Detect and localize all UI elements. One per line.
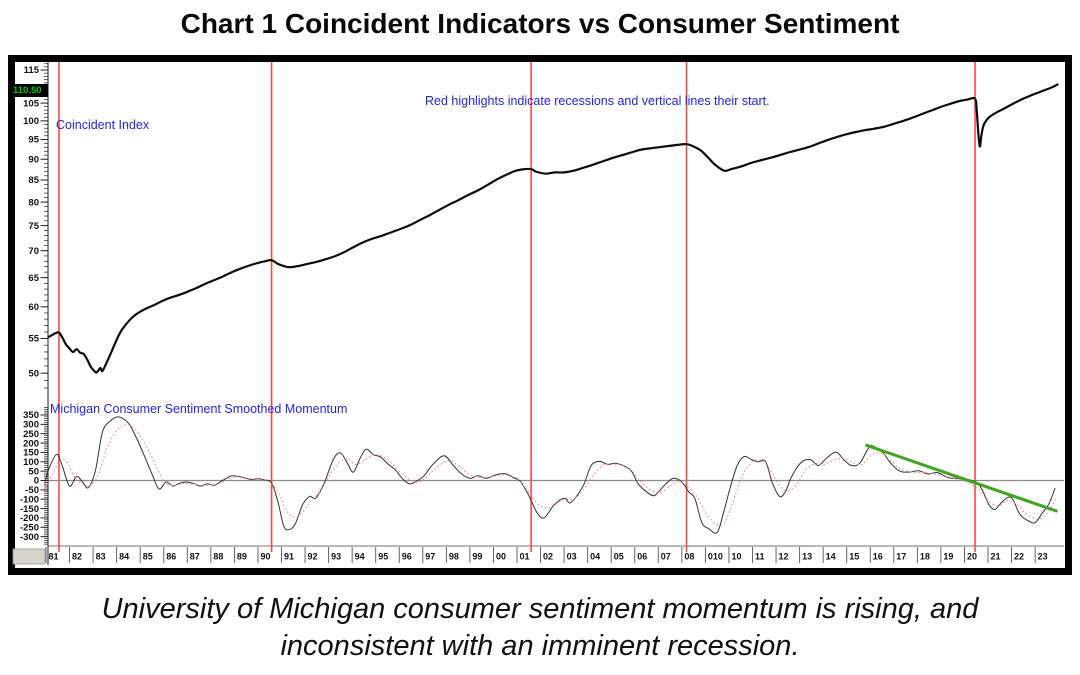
y-tick-label: 115: [24, 65, 40, 76]
y-tick-label: -50: [25, 485, 39, 496]
y-tick-label: 0: [34, 476, 39, 487]
y-tick-label: 250: [23, 429, 39, 440]
x-tick-label: 16: [873, 552, 883, 562]
y-tick-label: 80: [28, 197, 39, 208]
x-tick-label: 05: [614, 552, 624, 562]
x-tick-label: 99: [472, 552, 482, 562]
x-tick-label: 96: [402, 552, 412, 562]
annotation-momentum-label: Michigan Consumer Sentiment Smoothed Mom…: [50, 402, 348, 416]
y-tick-label: 60: [28, 302, 39, 313]
x-tick-label: 85: [143, 552, 153, 562]
y-tick-label: -200: [20, 513, 39, 524]
y-tick-label: 90: [28, 154, 39, 165]
x-tick-label: 86: [166, 552, 176, 562]
x-tick-label: 13: [802, 552, 812, 562]
y-tick-label: -250: [20, 522, 39, 533]
caption-line-2: inconsistent with an imminent recession.: [280, 630, 800, 662]
coincident-index-segment: [100, 83, 1059, 373]
x-tick-label: 07: [661, 552, 671, 562]
y-tick-label: 105: [23, 98, 40, 109]
y-tick-label: 350: [23, 410, 39, 421]
y-tick-label: -100: [20, 494, 39, 505]
x-tick-label: 89: [237, 552, 247, 562]
x-tick-label: 90: [260, 552, 270, 562]
y-tick-label: 95: [28, 135, 39, 146]
x-tick-label: 08: [684, 552, 694, 562]
x-tick-label: 19: [943, 552, 953, 562]
x-tick-label: 84: [119, 552, 129, 562]
x-tick-label: 92: [308, 552, 318, 562]
axis-ticks-group: 1151051009590858075706560555035030025020…: [20, 63, 1048, 563]
caption-line-1: University of Michigan consumer sentimen…: [101, 593, 979, 625]
x-tick-label: 87: [190, 552, 200, 562]
x-tick-label: 17: [896, 552, 906, 562]
x-tick-label: 94: [355, 552, 365, 562]
y-tick-label: 50: [28, 466, 39, 477]
x-tick-label: 02: [543, 552, 553, 562]
caption: University of Michigan consumer sentimen…: [0, 591, 1080, 665]
x-tick-label: 00: [496, 552, 506, 562]
x-tick-label: 010: [708, 552, 723, 562]
annotation-recession-note: Red highlights indicate recessions and v…: [425, 94, 770, 108]
x-tick-label: 12: [779, 552, 789, 562]
y-tick-label: 85: [28, 175, 39, 186]
axis-corner-box: [12, 548, 46, 565]
momentum-line: [44, 416, 1056, 534]
y-tick-label: 100: [23, 457, 39, 468]
green-trendline: [865, 443, 1058, 513]
x-tick-label: 15: [849, 552, 859, 562]
y-tick-label: 200: [23, 438, 39, 449]
x-tick-label: 14: [826, 552, 836, 562]
y-tick-label: 300: [23, 420, 39, 431]
x-tick-label: 21: [991, 552, 1001, 562]
x-tick-label: 23: [1038, 552, 1048, 562]
y-tick-label: 65: [28, 273, 39, 284]
x-tick-label: 81: [49, 552, 59, 562]
x-tick-label: 88: [213, 552, 223, 562]
annotation-coincident-index: Coincident Index: [56, 118, 150, 132]
coincident-index-segment: [47, 331, 103, 374]
x-tick-label: 95: [378, 552, 388, 562]
x-tick-label: 04: [590, 552, 600, 562]
x-tick-label: 91: [284, 552, 294, 562]
y-tick-label: -300: [20, 532, 39, 543]
x-tick-label: 83: [96, 552, 106, 562]
y-tick-label: 150: [23, 448, 39, 459]
momentum-smoothed-line: [44, 424, 1057, 526]
y-tick-label: 55: [28, 334, 39, 345]
y-tick-label: 50: [28, 368, 39, 379]
x-tick-label: 82: [72, 552, 82, 562]
x-tick-label: 03: [567, 552, 577, 562]
series-group: [44, 83, 1064, 534]
y-tick-label: 70: [28, 246, 39, 257]
x-tick-label: 18: [920, 552, 930, 562]
last-value-badge: 110.50: [12, 84, 48, 97]
x-tick-label: 06: [637, 552, 647, 562]
x-tick-label: 20: [967, 552, 977, 562]
x-tick-label: 97: [425, 552, 435, 562]
y-tick-label: 100: [23, 116, 39, 127]
chart-frame-border: [8, 55, 1072, 575]
y-tick-label: 75: [28, 221, 39, 232]
x-tick-label: 10: [731, 552, 741, 562]
x-tick-label: 98: [449, 552, 459, 562]
x-tick-label: 11: [755, 552, 765, 562]
x-tick-label: 01: [520, 552, 530, 562]
y-tick-label: -150: [20, 504, 39, 515]
chart-title: Chart 1 Coincident Indicators vs Consume…: [180, 8, 900, 39]
x-tick-label: 22: [1014, 552, 1024, 562]
x-tick-label: 93: [331, 552, 341, 562]
